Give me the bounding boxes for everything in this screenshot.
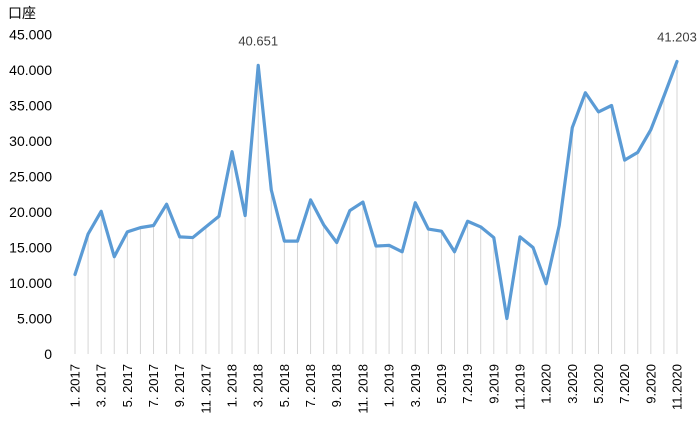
x-tick-label: 1. 2018 — [225, 364, 240, 407]
y-tick-label: 40.000 — [9, 62, 52, 78]
y-unit-label: 口座 — [8, 5, 36, 21]
y-axis: 0 5.000 10.000 15.000 20.000 25.000 30.000 35.0… — [9, 27, 52, 363]
y-tick-label: 0 — [44, 346, 52, 362]
x-tick-label: 3. 2018 — [251, 364, 266, 407]
x-tick-label: 7. 2018 — [303, 364, 318, 407]
x-tick-label: 7. 2017 — [146, 364, 161, 407]
x-tick-label: 3.2020 — [565, 364, 580, 404]
data-label: 41.203 — [657, 29, 697, 44]
series-group — [73, 59, 679, 321]
x-tick-label: 11.2019 — [512, 364, 527, 410]
y-tick-label: 10.000 — [9, 275, 52, 291]
series-line — [73, 59, 679, 321]
x-tick-label: 1. 2019 — [382, 364, 397, 407]
y-tick-label: 35.000 — [9, 98, 52, 114]
x-tick-label: 9.2019 — [486, 364, 501, 404]
x-tick-label: 5. 2017 — [120, 364, 135, 407]
y-tick-label: 5.000 — [17, 311, 52, 327]
x-tick-label: 5.2019 — [434, 364, 449, 404]
x-tick-label: 9. 2018 — [329, 364, 344, 407]
x-tick-label: 9. 2017 — [172, 364, 187, 407]
x-axis: 1. 2017 3. 2017 5. 2017 7. 2017 9. 2017 11 .2… — [68, 364, 685, 414]
x-tick-label: 7.2019 — [460, 364, 475, 404]
y-tick-label: 45.000 — [9, 27, 52, 43]
x-tick-label: 11 .2017 — [198, 364, 213, 414]
y-tick-label: 30.000 — [9, 133, 52, 149]
data-label: 40.651 — [238, 33, 278, 48]
x-tick-label: 7.2020 — [617, 364, 632, 404]
y-tick-label: 15.000 — [9, 240, 52, 256]
x-tick-label: 1.2020 — [539, 364, 554, 404]
y-tick-label: 20.000 — [9, 204, 52, 220]
x-tick-label: 9.2020 — [643, 364, 658, 404]
data-labels: 40.651 41.203 — [238, 29, 697, 48]
x-tick-label: 3. 2019 — [408, 364, 423, 407]
x-tick-label: 1. 2017 — [68, 364, 83, 407]
x-tick-label: 3. 2017 — [94, 364, 109, 407]
y-tick-label: 25.000 — [9, 169, 52, 185]
x-tick-label: 11. 2018 — [355, 364, 370, 414]
x-tick-label: 11.2020 — [670, 364, 685, 410]
x-tick-label: 5.2020 — [591, 364, 606, 404]
drop-lines — [74, 61, 678, 354]
x-tick-label: 5. 2018 — [277, 364, 292, 407]
